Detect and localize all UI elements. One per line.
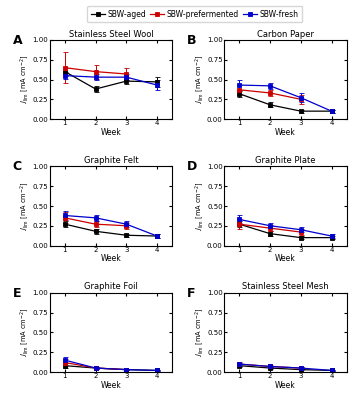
Y-axis label: $J_{\rm lim}$ [mA cm$^{-2}$]: $J_{\rm lim}$ [mA cm$^{-2}$] <box>18 181 31 231</box>
X-axis label: Week: Week <box>101 254 121 263</box>
Text: C: C <box>13 160 22 173</box>
X-axis label: Week: Week <box>275 254 296 263</box>
Text: D: D <box>187 160 198 173</box>
Text: B: B <box>187 34 197 47</box>
Title: Graphite Foil: Graphite Foil <box>84 282 138 292</box>
Y-axis label: $J_{\rm lim}$ [mA cm$^{-2}$]: $J_{\rm lim}$ [mA cm$^{-2}$] <box>193 181 206 231</box>
Y-axis label: $J_{\rm lim}$ [mA cm$^{-2}$]: $J_{\rm lim}$ [mA cm$^{-2}$] <box>18 308 31 357</box>
Title: Carbon Paper: Carbon Paper <box>257 30 314 38</box>
X-axis label: Week: Week <box>275 128 296 137</box>
Text: F: F <box>187 287 196 300</box>
Text: A: A <box>13 34 22 47</box>
Y-axis label: $J_{\rm lim}$ [mA cm$^{-2}$]: $J_{\rm lim}$ [mA cm$^{-2}$] <box>193 55 206 104</box>
Y-axis label: $J_{\rm lim}$ [mA cm$^{-2}$]: $J_{\rm lim}$ [mA cm$^{-2}$] <box>18 55 31 104</box>
X-axis label: Week: Week <box>101 381 121 390</box>
Y-axis label: $J_{\rm lim}$ [mA cm$^{-2}$]: $J_{\rm lim}$ [mA cm$^{-2}$] <box>193 308 206 357</box>
Title: Graphite Plate: Graphite Plate <box>255 156 316 165</box>
Title: Stainless Steel Mesh: Stainless Steel Mesh <box>242 282 329 292</box>
Title: Stainless Steel Wool: Stainless Steel Wool <box>69 30 153 38</box>
Legend: SBW-aged, SBW-prefermented, SBW-fresh: SBW-aged, SBW-prefermented, SBW-fresh <box>87 6 302 22</box>
Title: Graphite Felt: Graphite Felt <box>84 156 138 165</box>
Text: E: E <box>13 287 21 300</box>
X-axis label: Week: Week <box>275 381 296 390</box>
X-axis label: Week: Week <box>101 128 121 137</box>
